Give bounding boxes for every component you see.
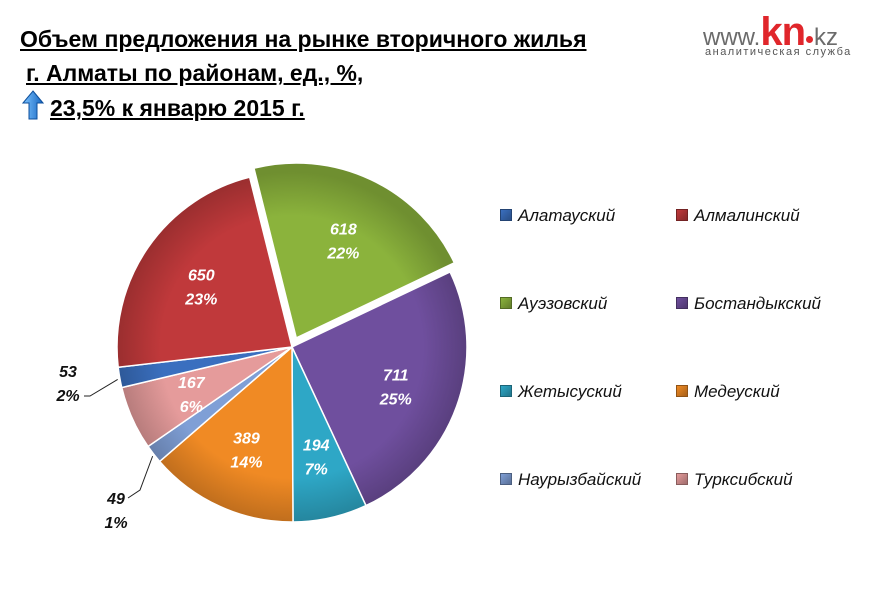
logo-dot-icon bbox=[806, 36, 814, 43]
legend-swatch-5 bbox=[500, 385, 512, 397]
legend-item-1: Алатауский bbox=[500, 206, 615, 226]
logo-subtitle: аналитическая служба bbox=[705, 46, 852, 58]
legend-swatch-6 bbox=[676, 385, 688, 397]
legend-label-7: Наурызбайский bbox=[518, 470, 642, 489]
legend-swatch-8 bbox=[676, 473, 688, 485]
percent-label-1: 2% bbox=[55, 388, 79, 405]
percent-label-5: 7% bbox=[305, 462, 328, 479]
logo-kn: kn bbox=[760, 10, 806, 54]
up-arrow-icon bbox=[22, 90, 44, 120]
legend-label-2: Алмалинский bbox=[694, 206, 800, 225]
kn-kz-logo: www.kn kz аналитическая служба bbox=[703, 2, 873, 62]
legend-swatch-2 bbox=[676, 209, 688, 221]
legend-label-5: Жетысуский bbox=[518, 382, 622, 401]
legend-label-3: Ауэзовский bbox=[518, 294, 608, 313]
leader-line-7 bbox=[127, 455, 154, 499]
legend-label-1: Алатауский bbox=[518, 206, 616, 225]
value-label-6: 389 bbox=[233, 430, 260, 447]
title-line-2: г. Алматы по районам, ед., %, bbox=[26, 60, 364, 86]
value-label-4: 711 bbox=[383, 367, 409, 384]
logo-wordmark: www.kn kz bbox=[703, 10, 838, 55]
legend-swatch-1 bbox=[500, 209, 512, 221]
pie-slice-2 bbox=[116, 176, 293, 369]
percent-label-4: 25% bbox=[379, 391, 412, 408]
legend-item-4: Бостандыкский bbox=[676, 294, 821, 314]
legend-label-6: Медеуский bbox=[694, 382, 780, 401]
logo-www: www. bbox=[703, 24, 761, 51]
value-label-3: 618 bbox=[330, 221, 357, 238]
pie-slice-6 bbox=[158, 345, 294, 523]
leader-line-1 bbox=[84, 379, 118, 397]
legend-label-8: Турксибский bbox=[694, 470, 793, 489]
legend-item-6: Медеуский bbox=[676, 382, 780, 402]
value-label-7: 49 bbox=[106, 491, 125, 508]
percent-label-7: 1% bbox=[104, 515, 127, 532]
value-label-8: 167 bbox=[178, 375, 206, 392]
percent-label-2: 23% bbox=[184, 291, 217, 308]
percent-label-8: 6% bbox=[180, 399, 203, 416]
legend-swatch-7 bbox=[500, 473, 512, 485]
legend-item-3: Ауэзовский bbox=[500, 294, 607, 314]
legend-swatch-3 bbox=[500, 297, 512, 309]
value-label-2: 650 bbox=[188, 267, 215, 284]
pie-slice-4 bbox=[291, 270, 468, 507]
legend-item-7: Наурызбайский bbox=[500, 470, 641, 490]
logo-kz: kz bbox=[814, 24, 839, 51]
pie-slice-3 bbox=[253, 162, 456, 340]
legend-label-4: Бостандыкский bbox=[694, 294, 821, 313]
value-label-1: 53 bbox=[59, 364, 77, 381]
value-label-5: 194 bbox=[303, 438, 330, 455]
legend-item-2: Алмалинский bbox=[676, 206, 800, 226]
title-line-3-text: 23,5% к январю 2015 г. bbox=[50, 95, 305, 121]
legend-swatch-4 bbox=[676, 297, 688, 309]
title-line-1: Объем предложения на рынке вторичного жи… bbox=[20, 26, 587, 52]
chart-title: Объем предложения на рынке вторичного жи… bbox=[20, 22, 587, 125]
percent-label-6: 14% bbox=[230, 454, 262, 471]
legend-item-8: Турксибский bbox=[676, 470, 793, 490]
percent-label-3: 22% bbox=[326, 245, 359, 262]
legend-item-5: Жетысуский bbox=[500, 382, 622, 402]
title-line-3: 23,5% к январю 2015 г. bbox=[20, 90, 587, 125]
